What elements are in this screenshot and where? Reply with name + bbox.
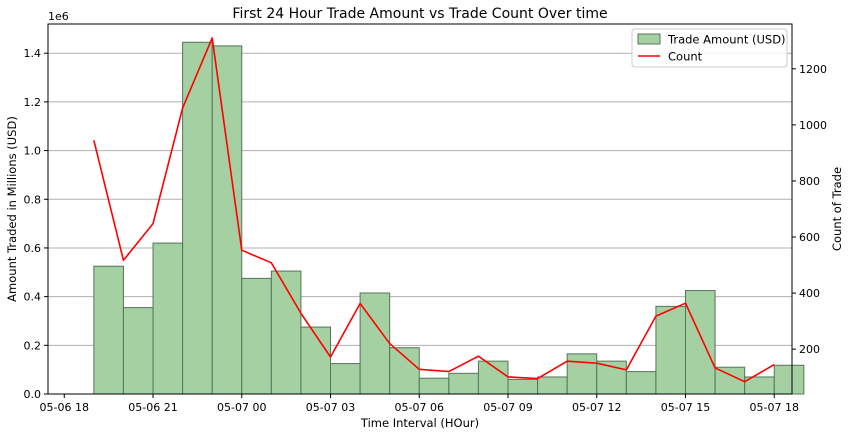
y-left-tick-label: 0.2 [24,339,42,352]
legend-line-label: Count [668,50,703,64]
x-tick-label: 05-07 03 [306,401,355,414]
x-axis-label: Time Interval (HOur) [360,416,479,430]
y-left-tick-label: 1.0 [24,145,42,158]
chart-title: First 24 Hour Trade Amount vs Trade Coun… [232,6,607,22]
y-axis-left-label: Amount Traded in Millions (USD) [5,116,19,302]
trade-amount-bar [448,372,479,395]
legend-bar-label: Trade Amount (USD) [667,33,786,47]
trade-amount-bar [152,242,184,395]
x-axis: 05-06 18 05-06 21 05-07 00 05-07 03 05-07 06… [40,394,799,414]
trade-amount-bar [773,364,805,395]
y-right-tick-label: 1200 [799,63,827,76]
y-axis-offset-label: 1e6 [48,10,69,23]
y-left-tick-label: 0.6 [24,242,42,255]
y-left-tick-label: 0.8 [24,193,42,206]
trade-amount-bar [122,307,154,395]
trade-amount-bar [685,290,716,395]
x-tick-label: 05-07 06 [395,401,444,414]
legend-box [631,28,788,68]
trade-amount-bar [566,353,598,395]
legend: Trade Amount (USD) Count [631,28,788,68]
y-right-tick-label: 1000 [799,119,827,132]
trade-amount-bar [625,371,657,395]
y-left-tick-label: 0.0 [24,388,42,401]
trade-amount-bars [93,41,805,395]
x-tick-label: 05-06 21 [128,401,177,414]
y-axis-right: 200 400 600 800 1000 1200 [792,63,827,356]
y-right-tick-label: 400 [799,287,820,300]
x-tick-label: 05-06 18 [40,401,89,414]
legend-bar-swatch [637,33,661,45]
y-axis-right-label: Count of Trade [830,167,844,251]
x-tick-label: 05-07 00 [217,401,266,414]
y-right-tick-label: 200 [799,343,820,356]
trade-amount-bar [655,305,687,395]
count-line-layer [93,37,775,383]
trade-amount-bar [93,265,124,395]
y-left-tick-label: 1.2 [24,96,42,109]
x-tick-label: 05-07 15 [661,401,710,414]
trade-amount-bar [389,347,420,395]
trade-amount-bar [182,41,213,395]
trade-amount-bar [507,378,539,395]
y-axis-left: 0.0 0.2 0.4 0.6 0.8 1.0 1.2 1.4 [24,47,48,401]
plot-frame [47,23,793,395]
count-line [93,37,775,383]
trade-amount-bar [330,363,361,395]
trade-amount-bar [241,277,272,395]
x-tick-label: 05-07 18 [750,401,799,414]
x-tick-label: 05-07 12 [572,401,621,414]
trade-amount-bar [714,366,746,395]
y-right-tick-label: 800 [799,175,820,188]
trade-amount-bar [418,377,450,395]
trade-amount-bar [300,326,332,395]
trade-amount-bar [537,376,568,395]
x-tick-label: 05-07 09 [483,401,532,414]
y-left-tick-label: 0.4 [24,291,42,304]
y-left-tick-label: 1.4 [24,47,42,60]
y-right-tick-label: 600 [799,231,820,244]
